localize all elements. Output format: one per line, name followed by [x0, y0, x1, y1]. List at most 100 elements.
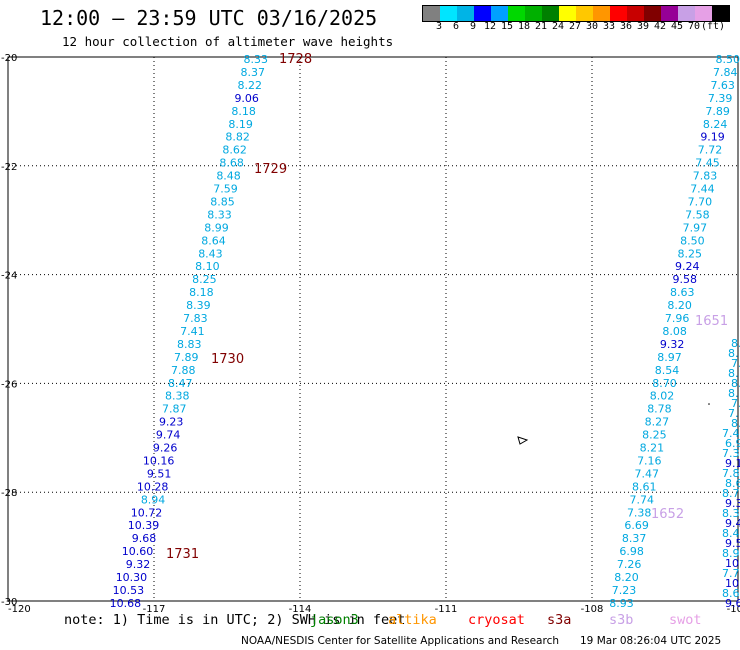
- swh-value: 8.02: [650, 390, 675, 403]
- colorbar-swatch: [525, 6, 542, 21]
- swh-value: 8.20: [614, 571, 639, 584]
- island-shape: [517, 436, 529, 445]
- colorbar-swatch: [678, 6, 695, 21]
- swh-value-edge: 7.: [731, 397, 740, 410]
- swh-value: 8.25: [192, 273, 217, 286]
- colorbar-label: (ft): [700, 21, 726, 32]
- swh-value-edge: 8.: [728, 347, 739, 360]
- swh-value-edge: 7.89: [722, 467, 740, 480]
- colorbar-swatch: [457, 6, 474, 21]
- swh-value-edge: 7.47: [722, 427, 740, 440]
- swh-value: 7.89: [174, 351, 199, 364]
- swh-value: 6.98: [619, 545, 644, 558]
- swh-value: 7.83: [183, 312, 208, 325]
- colorbar-label: 3: [435, 21, 443, 32]
- swh-value: 8.08: [662, 325, 687, 338]
- swh-value: 10.28: [137, 480, 169, 493]
- swh-value-edge: 9.3: [725, 497, 740, 510]
- colorbar-swatch: [593, 6, 610, 21]
- swh-value: 7.97: [683, 221, 708, 234]
- colorbar-label: 6: [452, 21, 460, 32]
- colorbar-swatch: [474, 6, 491, 21]
- swh-value-edge: 8.: [728, 367, 739, 380]
- swh-value: 10.53: [113, 584, 145, 597]
- swh-value-edge: 10.1: [725, 557, 740, 570]
- swh-value: 8.64: [201, 234, 226, 247]
- swh-value-edge: 9.4: [725, 517, 740, 530]
- swh-value-edge: 8.68: [722, 587, 740, 600]
- swh-value: 8.78: [647, 403, 672, 416]
- footer-agency: NOAA/NESDIS Center for Satellite Applica…: [241, 635, 559, 647]
- swh-value: 9.51: [147, 467, 172, 480]
- colorbar-swatch: [423, 6, 440, 21]
- map-title: 12:00 – 23:59 UTC 03/16/2025: [40, 6, 378, 30]
- swh-value: 7.59: [213, 183, 238, 196]
- colorbar-swatch: [440, 6, 457, 21]
- mission-label-jason3: jason3: [310, 612, 359, 628]
- swh-value-edge: 8.44: [722, 527, 740, 540]
- lon-tick-label: -114: [289, 604, 312, 615]
- swh-value-edge: 6.93: [725, 437, 740, 450]
- swh-value: 7.26: [617, 558, 642, 571]
- swh-value: 10.39: [128, 519, 160, 532]
- swh-value-edge: 10.1: [725, 577, 740, 590]
- swh-value: 7.72: [698, 144, 723, 157]
- colorbar-label: 70: [687, 21, 701, 32]
- swh-value: 6.69: [624, 519, 649, 532]
- colorbar-label: 30: [585, 21, 599, 32]
- mission-label-s3b: s3b: [609, 612, 634, 628]
- swh-value: 8.37: [622, 532, 647, 545]
- swh-value-edge: 8.: [728, 387, 739, 400]
- swh-value-edge: 7.: [728, 407, 739, 420]
- swh-value: 8.70: [652, 377, 677, 390]
- colorbar-swatch: [712, 6, 729, 21]
- swh-value: 9.68: [132, 532, 157, 545]
- swh-value: 7.89: [705, 105, 730, 118]
- swh-value-edge: 8.75: [722, 487, 740, 500]
- swh-value: 7.44: [690, 183, 715, 196]
- wave-height-colorbar: [422, 5, 730, 22]
- colorbar-label: 27: [568, 21, 582, 32]
- colorbar-label: 21: [534, 21, 548, 32]
- swh-value: 8.94: [141, 493, 166, 506]
- swh-value: 8.47: [168, 377, 193, 390]
- swh-value: 8.83: [177, 338, 202, 351]
- colorbar-swatch: [576, 6, 593, 21]
- lon-tick-label: -105: [727, 604, 740, 615]
- swh-value: 7.23: [612, 584, 637, 597]
- lat-tick-label: -30: [1, 597, 17, 608]
- swh-value: 7.16: [637, 454, 662, 467]
- swh-value: 7.38: [627, 506, 652, 519]
- colorbar-swatch: [559, 6, 576, 21]
- swh-value: 8.27: [645, 416, 670, 429]
- swh-value: 8.33: [244, 53, 269, 66]
- swh-value: 8.18: [231, 105, 256, 118]
- swh-value: 8.93: [609, 597, 634, 610]
- swh-value: 8.24: [703, 118, 728, 131]
- swh-value-edge: 7.38: [722, 447, 740, 460]
- swh-value: 7.63: [710, 79, 735, 92]
- swh-value: 9.26: [153, 442, 178, 455]
- swh-value-edge: 9.65: [725, 597, 740, 610]
- colorbar-label: 24: [551, 21, 565, 32]
- map-frame: [7, 56, 739, 602]
- lat-tick-label: -22: [1, 162, 17, 173]
- swh-value: 7.96: [665, 312, 690, 325]
- swh-value: 9.32: [660, 338, 685, 351]
- swh-value: 7.87: [162, 403, 187, 416]
- swh-value: 10.72: [131, 506, 163, 519]
- swh-value-edge: 8.98: [722, 547, 740, 560]
- swh-value: 7.45: [695, 157, 720, 170]
- swh-value: 9.23: [159, 416, 184, 429]
- colorbar-label: 9: [469, 21, 477, 32]
- colorbar-label: 12: [483, 21, 497, 32]
- swh-value: 8.85: [210, 195, 235, 208]
- orbit-label: 1728: [279, 52, 312, 67]
- swh-value: 8.62: [222, 144, 247, 157]
- lat-tick-label: -28: [1, 488, 17, 499]
- colorbar-swatch: [491, 6, 508, 21]
- lon-tick-label: -117: [143, 604, 166, 615]
- colorbar-label: 36: [619, 21, 633, 32]
- swh-value: 8.39: [186, 299, 211, 312]
